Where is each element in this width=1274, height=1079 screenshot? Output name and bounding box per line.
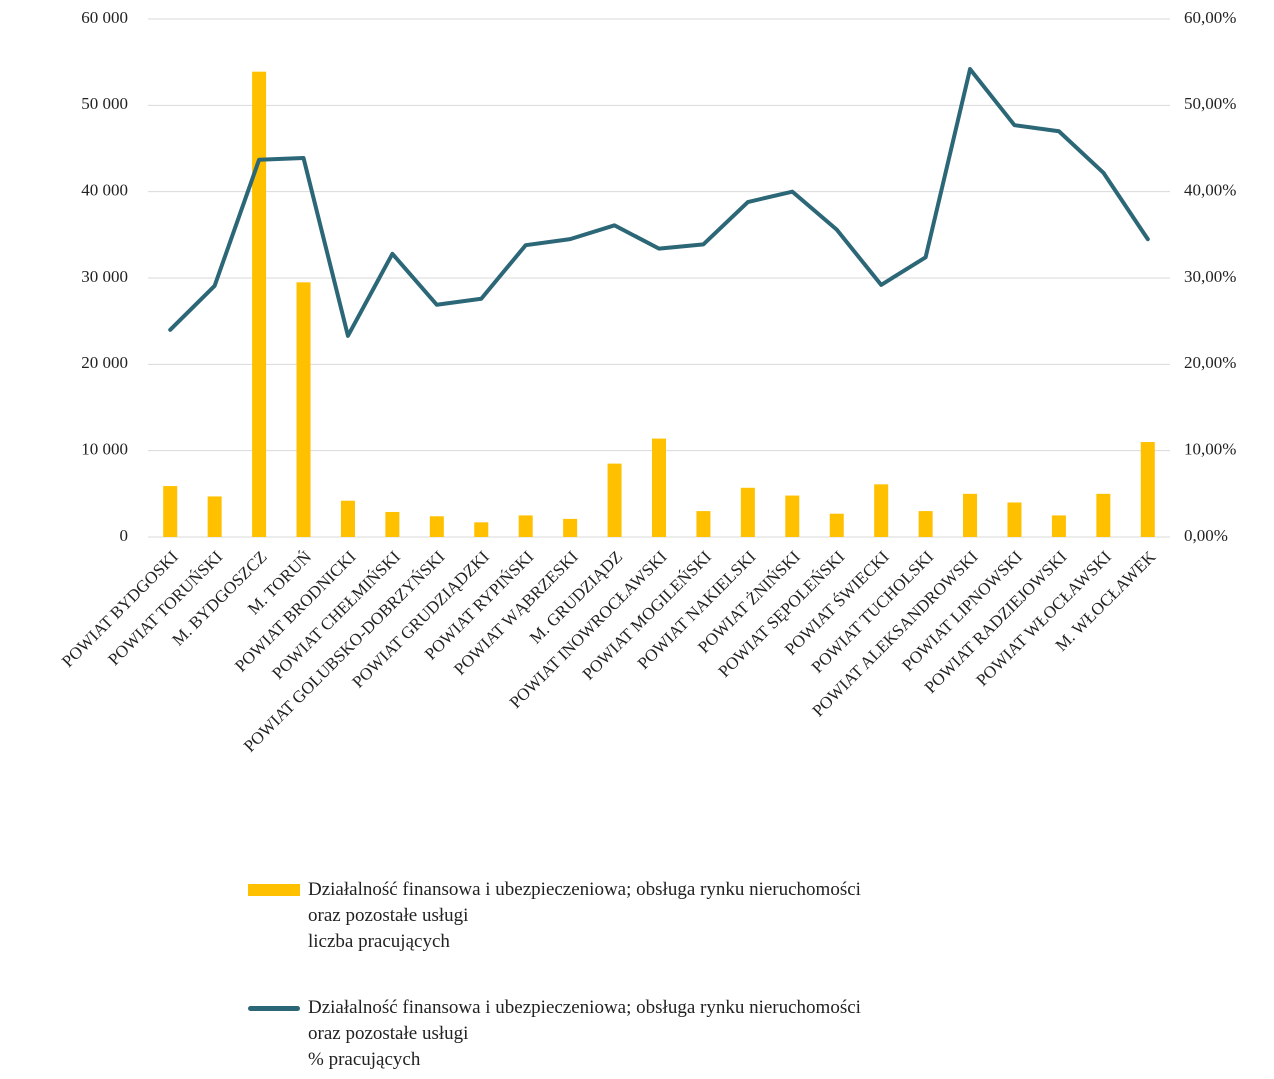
bar [1007,502,1022,537]
y-tick-label: 50 000 [81,94,128,113]
y-tick-label: 10 000 [81,440,128,459]
bar [296,282,311,537]
bar [163,486,178,537]
bar [1140,442,1155,537]
y-tick-label: 60 000 [81,8,128,27]
bar [829,513,844,537]
y2-tick-label: 60,00% [1184,8,1236,27]
line [168,67,1150,338]
bar [385,511,400,537]
y2-tick-label: 20,00% [1184,353,1236,372]
bar [1051,515,1066,537]
bar [429,516,444,537]
chart: 0 10 000 20 000 30 000 40 000 50 000 60 000 0,0… [58,8,1236,756]
bar [563,518,578,537]
y2-tick-label: 40,00% [1184,181,1236,200]
y2-tick-label: 30,00% [1184,267,1236,286]
legend-item: Działalność finansowa i ubezpieczeniowa;… [248,877,861,955]
y2-tick-label: 50,00% [1184,94,1236,113]
bar [340,500,355,537]
bar [918,511,933,537]
bar [785,495,800,537]
legend-item: Działalność finansowa i ubezpieczeniowa;… [248,995,861,1073]
legend-swatch [248,1006,300,1011]
bar [874,484,889,537]
y-tick-label: 0 [120,526,129,545]
bar [1096,493,1111,537]
bar [652,438,666,537]
y-tick-label: 30 000 [81,267,128,286]
y-tick-label: 40 000 [81,181,128,200]
bar [740,487,755,537]
legend-swatch [248,884,300,896]
legend-label: Działalność finansowa i ubezpieczeniowa;… [308,997,861,1070]
bar [207,496,222,537]
bar [696,511,711,537]
bar [252,71,267,537]
legend-label: Działalność finansowa i ubezpieczeniowa;… [308,879,861,952]
bar [607,463,622,537]
bar [518,515,533,537]
y2-tick-label: 0,00% [1184,526,1228,545]
bar [474,522,489,537]
y2-tick-label: 10,00% [1184,440,1236,459]
y-tick-label: 20 000 [81,353,128,372]
bar [963,493,978,537]
